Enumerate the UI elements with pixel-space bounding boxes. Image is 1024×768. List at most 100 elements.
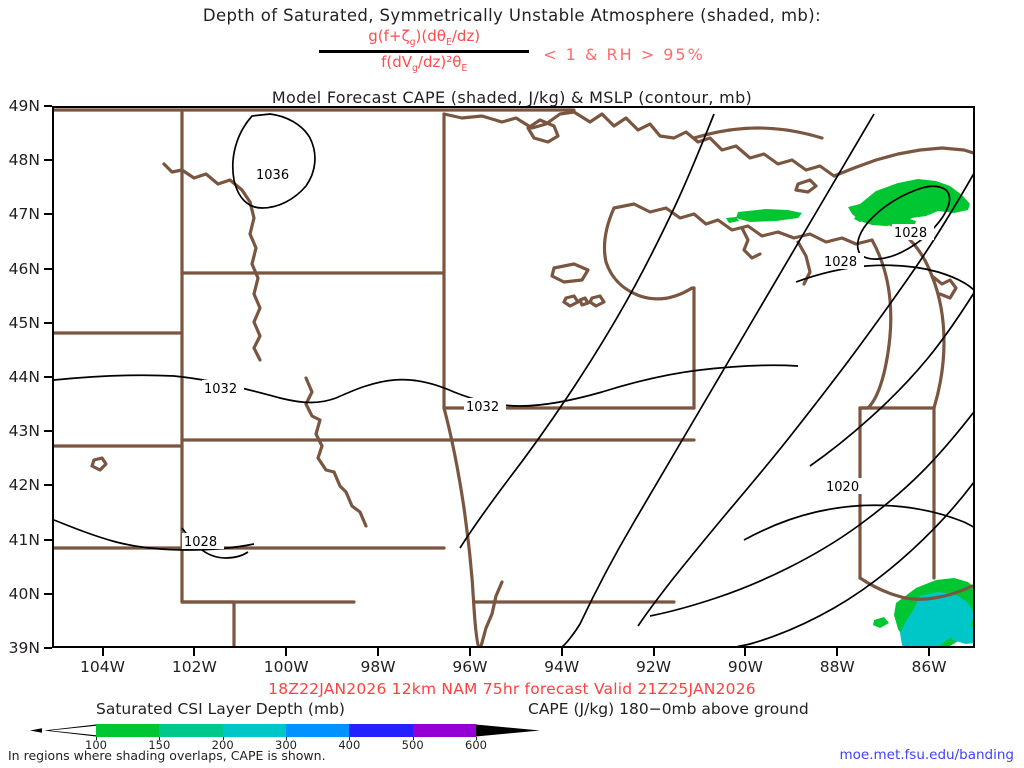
contour-label-1036: 1036 xyxy=(254,166,296,183)
michigan-lower-east xyxy=(908,238,946,410)
y-axis-label: 47N xyxy=(8,205,40,224)
contour-1036 xyxy=(231,113,316,209)
formula-denominator: f(dVg/dz)²θE xyxy=(381,52,468,74)
isle-royale xyxy=(794,178,818,194)
map-svg: 1036 1032 1032 1028 1028 1028 1020 xyxy=(54,108,973,646)
x-axis-label: 104W xyxy=(80,658,125,676)
caption-csi-depth: Saturated CSI Layer Depth (mb) xyxy=(96,700,345,718)
contour-label-1028-michigan: 1028 xyxy=(822,253,864,270)
contour-label-1032-west: 1032 xyxy=(202,380,244,397)
y-axis-tick xyxy=(44,213,52,216)
lake-of-the-woods xyxy=(526,118,560,144)
formula-numerator: g(f+ζg)(dθE/dz) xyxy=(368,27,481,48)
x-axis-label: 96W xyxy=(452,658,488,676)
missouri-river-jag xyxy=(304,376,336,474)
x-axis-label: 86W xyxy=(911,658,947,676)
y-axis-label: 42N xyxy=(8,476,40,495)
svg-text:1028: 1028 xyxy=(824,255,857,270)
y-axis-label: 43N xyxy=(8,422,40,441)
colorbar-tick xyxy=(412,737,414,740)
contour-label-1028-southwest: 1028 xyxy=(182,533,224,550)
shaded-region-lake-superior-west xyxy=(726,209,802,223)
page-subtitle: Model Forecast CAPE (shaded, J/kg) & MSL… xyxy=(271,88,753,107)
y-axis-label: 44N xyxy=(8,368,40,386)
contour-diagonal-6 xyxy=(735,481,973,646)
x-axis-label: 92W xyxy=(636,658,672,676)
missouri-river-jag2 xyxy=(332,470,368,528)
michigan-thumb xyxy=(930,274,958,300)
svg-text:1032: 1032 xyxy=(204,382,237,397)
colorbar-segment xyxy=(222,724,286,737)
ontario-shore-north xyxy=(692,126,824,140)
contour-labels-group: 1036 1032 1032 1028 1028 1028 1020 xyxy=(182,166,934,550)
colorbar-segment xyxy=(159,724,223,737)
lake-superior-south-shore xyxy=(612,202,874,246)
x-axis-label: 88W xyxy=(819,658,855,676)
colorbar-tick-label: 600 xyxy=(465,738,487,752)
red-river-valley2 xyxy=(248,200,262,362)
y-axis-tick xyxy=(44,430,52,433)
x-axis-tick xyxy=(652,648,655,656)
colorbar-right-taper xyxy=(476,724,540,737)
contour-diagonal-1 xyxy=(561,113,875,646)
colorbar-tick xyxy=(476,737,477,740)
shaded-region-lake-superior-north xyxy=(848,179,970,229)
page-title: Depth of Saturated, Symmetrically Unstab… xyxy=(202,6,822,25)
colorbar-tick-label: 300 xyxy=(275,738,297,752)
y-axis-tick xyxy=(44,647,52,649)
y-axis-tick xyxy=(44,538,52,541)
x-axis-tick xyxy=(744,648,747,656)
map-plot-area[interactable]: 1036 1032 1032 1028 1028 1028 1020 xyxy=(52,106,975,648)
colorbar-tick-label: 200 xyxy=(211,738,234,752)
overlap-note: In regions where shading overlaps, CAPE … xyxy=(8,748,326,763)
x-axis-label: 90W xyxy=(727,658,763,676)
source-url[interactable]: moe.met.fsu.edu/banding xyxy=(839,747,1014,763)
contour-diagonal-7 xyxy=(809,292,973,467)
y-axis-tick xyxy=(44,105,52,107)
lake-small-4 xyxy=(578,296,590,307)
shaded-region-ky-tn-cyan xyxy=(900,592,973,646)
x-axis-tick xyxy=(101,648,104,656)
colorbar-tick xyxy=(159,737,161,740)
y-axis-tick xyxy=(44,592,52,595)
y-axis-label: 45N xyxy=(8,313,40,332)
svg-text:1028: 1028 xyxy=(894,226,927,241)
wisconsin-north-jag xyxy=(740,226,762,260)
contour-diagonal-5 xyxy=(649,411,973,617)
contour-diagonal-2 xyxy=(459,113,715,549)
y-axis-tick xyxy=(44,159,52,162)
x-axis-tick xyxy=(285,648,288,656)
colorbar-segment xyxy=(286,724,350,737)
x-axis-tick xyxy=(836,648,839,656)
colorbar-tick xyxy=(286,737,287,740)
forecast-valid-caption: 18Z22JAN2026 12km NAM 75hr forecast Vali… xyxy=(268,680,756,698)
contour-label-1028-lakesuperior: 1028 xyxy=(892,224,934,241)
x-axis-tick xyxy=(193,648,196,656)
colorbar-tick-label: 150 xyxy=(148,738,171,752)
colorbar[interactable]: 100 150 200 300 400 500 600 xyxy=(30,720,540,752)
colorbar-tick xyxy=(222,737,224,740)
shaded-regions-group xyxy=(726,179,973,646)
blob-small-nebraska xyxy=(90,456,108,472)
colorbar-tick xyxy=(349,737,351,740)
michigan-up-outline xyxy=(602,206,696,301)
colorbar-segment xyxy=(96,724,160,737)
border-ok-panhandle xyxy=(180,600,236,646)
colorbar-tick-label: 400 xyxy=(338,738,361,752)
formula-condition: < 1 & RH > 95% xyxy=(543,44,705,64)
colorbar-tick-label: 500 xyxy=(401,738,424,752)
y-axis-tick xyxy=(44,267,52,270)
colorbar-segment xyxy=(349,724,413,737)
contour-1028-lakesuperior xyxy=(856,185,951,260)
ohio-river xyxy=(858,576,973,601)
y-axis-label: 41N xyxy=(8,530,40,549)
border-great-lakes-ne xyxy=(832,146,973,178)
svg-text:1028: 1028 xyxy=(184,535,217,550)
x-axis-tick xyxy=(560,648,563,656)
x-axis-label: 98W xyxy=(360,658,396,676)
colorbar-tick xyxy=(96,737,97,740)
svg-text:1032: 1032 xyxy=(466,400,499,415)
y-axis-label: 39N xyxy=(8,639,40,657)
lake-small-2 xyxy=(562,294,580,308)
y-axis-tick xyxy=(44,484,52,487)
